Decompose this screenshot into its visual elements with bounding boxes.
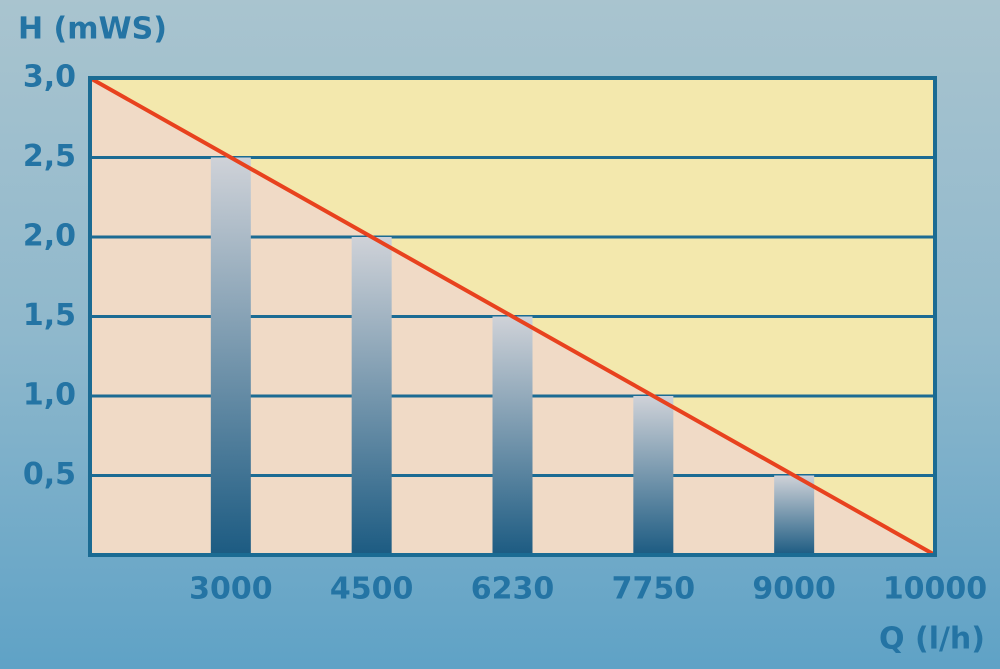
bar — [351, 237, 392, 555]
bar — [633, 396, 674, 555]
y-tick-label: 3,0 — [23, 60, 76, 95]
line — [89, 76, 936, 557]
x-tick-label: 10000 — [883, 572, 987, 607]
y-axis-label: H (mWS) — [18, 12, 167, 47]
bar — [774, 475, 815, 555]
x-tick-label: 7750 — [612, 572, 696, 607]
x-tick-label: 3000 — [189, 572, 273, 607]
x-tick-label: 9000 — [752, 572, 836, 607]
x-tick-label: 6230 — [471, 572, 555, 607]
x-axis-label: Q (l/h) — [879, 622, 985, 657]
y-tick-label: 2,0 — [23, 219, 76, 254]
bar — [210, 157, 251, 555]
x-tick-label: 4500 — [330, 572, 414, 607]
plot-border — [88, 76, 937, 557]
y-tick-label: 1,5 — [23, 298, 76, 333]
y-tick-label: 0,5 — [23, 457, 76, 492]
y-tick-label: 1,0 — [23, 378, 76, 413]
y-tick-label: 2,5 — [23, 139, 76, 174]
bar — [492, 316, 533, 555]
